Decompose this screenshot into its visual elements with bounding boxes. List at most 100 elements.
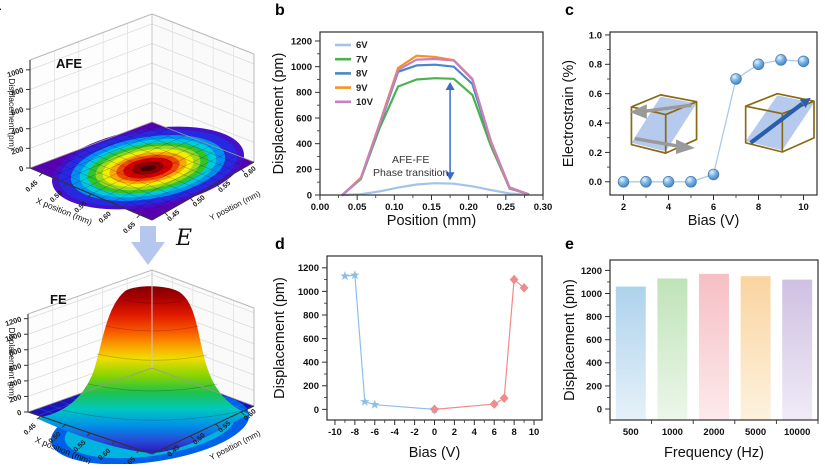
svg-text:-10: -10 <box>328 427 342 438</box>
svg-text:600: 600 <box>303 334 319 345</box>
svg-text:-8: -8 <box>351 427 359 438</box>
afe-antiparallel-dipole-cube-inset <box>626 88 702 165</box>
fe-bell-surface <box>36 286 250 453</box>
field-label: E <box>176 226 193 251</box>
svg-text:Displacement (pm): Displacement (pm) <box>562 279 578 401</box>
svg-text:AFE-FE: AFE-FE <box>392 154 429 166</box>
svg-text:200: 200 <box>8 392 23 404</box>
svg-text:FE: FE <box>50 292 67 307</box>
svg-text:8: 8 <box>511 427 516 438</box>
afe-contour-rings <box>52 126 244 210</box>
svg-text:-6: -6 <box>371 427 379 438</box>
svg-text:600: 600 <box>8 361 23 373</box>
svg-text:-2: -2 <box>410 427 418 438</box>
svg-text:0.10: 0.10 <box>385 202 404 213</box>
svg-text:Electrostrain (%): Electrostrain (%) <box>561 60 577 167</box>
svg-text:800: 800 <box>8 346 23 358</box>
svg-text:0.8: 0.8 <box>589 60 602 71</box>
polarization-arrow-icon <box>749 97 811 145</box>
svg-text:0.45: 0.45 <box>25 179 40 193</box>
chart-d-host: 0 200 400 600 800 1000 1200 -10 -8 -6 -4 -2 0 2 4 6 8 10 B… <box>270 232 560 469</box>
electrostrain-vs-bias-chart: 0.0 0.2 0.4 0.6 0.8 1.0 2 4 6 8 10 Bias (V) Electros… <box>561 30 818 229</box>
svg-text:200: 200 <box>303 381 319 392</box>
svg-text:1000: 1000 <box>298 287 319 298</box>
electric-field-arrow: E <box>130 226 225 268</box>
svg-text:1000: 1000 <box>291 62 312 73</box>
svg-text:7V: 7V <box>356 54 368 65</box>
svg-text:1200: 1200 <box>298 263 319 274</box>
svg-text:1000: 1000 <box>662 427 683 438</box>
panel-label-a: a <box>0 0 1 15</box>
svg-text:0.15: 0.15 <box>422 202 441 213</box>
svg-text:1.0: 1.0 <box>589 30 602 41</box>
svg-text:0.20: 0.20 <box>459 202 478 213</box>
svg-text:0: 0 <box>18 164 25 174</box>
panel-label-e: e <box>565 236 574 253</box>
svg-text:0.6: 0.6 <box>589 89 602 100</box>
svg-text:10: 10 <box>529 427 540 438</box>
svg-text:800: 800 <box>303 310 319 321</box>
svg-text:Displacement (pm): Displacement (pm) <box>271 53 287 175</box>
svg-text:1000: 1000 <box>6 66 25 80</box>
svg-text:0.45: 0.45 <box>23 422 38 436</box>
svg-text:500: 500 <box>623 427 639 438</box>
svg-text:0: 0 <box>597 404 602 415</box>
svg-text:0: 0 <box>314 405 319 416</box>
svg-text:400: 400 <box>10 125 25 137</box>
svg-text:1200: 1200 <box>4 315 23 329</box>
svg-text:10V: 10V <box>356 97 374 108</box>
svg-text:200: 200 <box>10 144 25 156</box>
panel-e-displacement-vs-frequency: e 0 200 400 600 800 1000 1200 500 1000 2000 5000 10… <box>560 232 825 464</box>
displacement-vs-frequency-chart: 0 200 400 600 800 1000 1200 500 1000 2000 5000 1000… <box>562 259 819 461</box>
svg-text:10000: 10000 <box>784 427 810 438</box>
svg-text:Frequency (Hz): Frequency (Hz) <box>664 445 764 461</box>
svg-text:9V: 9V <box>356 83 368 94</box>
svg-text:0.05: 0.05 <box>348 202 367 213</box>
panel-label-d: d <box>275 236 285 253</box>
svg-text:0.0: 0.0 <box>589 177 602 188</box>
svg-text:0: 0 <box>16 408 23 418</box>
svg-text:1200: 1200 <box>581 266 602 277</box>
svg-text:800: 800 <box>10 85 25 97</box>
svg-text:1000: 1000 <box>581 289 602 300</box>
svg-text:AFE: AFE <box>56 56 82 71</box>
svg-text:Bias (V): Bias (V) <box>409 445 461 461</box>
afe-cube-plane <box>631 96 697 152</box>
svg-text:Y position (mm): Y position (mm) <box>208 189 262 223</box>
panel-b-displacement-vs-position: b 0 200 400 600 800 1000 1200 0.00 0.05 0.10 0.15 0… <box>270 0 560 232</box>
down-arrow-icon <box>131 226 165 265</box>
panel-label-c: c <box>565 2 574 19</box>
svg-text:600: 600 <box>10 105 25 117</box>
svg-text:0.2: 0.2 <box>589 148 602 159</box>
svg-text:Displacement (pm): Displacement (pm) <box>7 327 17 398</box>
svg-text:0: 0 <box>307 190 312 201</box>
displacement-vs-position-chart: 0 200 400 600 800 1000 1200 0.00 0.05 0.10 0.15 0.2… <box>271 31 552 229</box>
chart-c-host: 0.0 0.2 0.4 0.6 0.8 1.0 2 4 6 8 10 Bias (V) Electros… <box>560 0 825 237</box>
panel-a-3d-maps: a 0 200 <box>0 0 270 464</box>
svg-text:200: 200 <box>586 381 602 392</box>
fe-3d-surface-plot: 0200400600800100012000.450.500.550.600.6… <box>4 269 262 464</box>
svg-text:1200: 1200 <box>291 36 312 47</box>
svg-text:0.60: 0.60 <box>98 211 113 225</box>
svg-text:400: 400 <box>586 358 602 369</box>
svg-text:2: 2 <box>452 427 457 438</box>
panel-d-displacement-vs-bias: d 0 200 400 600 800 1000 1200 -10 -8 -6 -4 -2 0 2 4 6 8 1… <box>270 232 560 464</box>
svg-text:400: 400 <box>8 377 23 389</box>
svg-text:8V: 8V <box>356 69 368 80</box>
svg-text:4: 4 <box>666 202 672 213</box>
svg-text:6: 6 <box>711 202 716 213</box>
svg-text:Bias (V): Bias (V) <box>688 213 740 229</box>
svg-text:2000: 2000 <box>703 427 724 438</box>
svg-text:800: 800 <box>586 312 602 323</box>
svg-text:Displacement (pm): Displacement (pm) <box>7 78 17 149</box>
svg-text:10: 10 <box>798 202 809 213</box>
svg-text:600: 600 <box>296 113 312 124</box>
panel-label-b: b <box>275 2 285 19</box>
svg-text:600: 600 <box>586 335 602 346</box>
svg-text:Phase transition: Phase transition <box>373 167 448 179</box>
svg-text:6: 6 <box>492 427 497 438</box>
afe-walls <box>30 14 254 168</box>
svg-text:200: 200 <box>296 165 312 176</box>
svg-text:4: 4 <box>472 427 478 438</box>
svg-text:Displacement (pm): Displacement (pm) <box>272 277 288 399</box>
